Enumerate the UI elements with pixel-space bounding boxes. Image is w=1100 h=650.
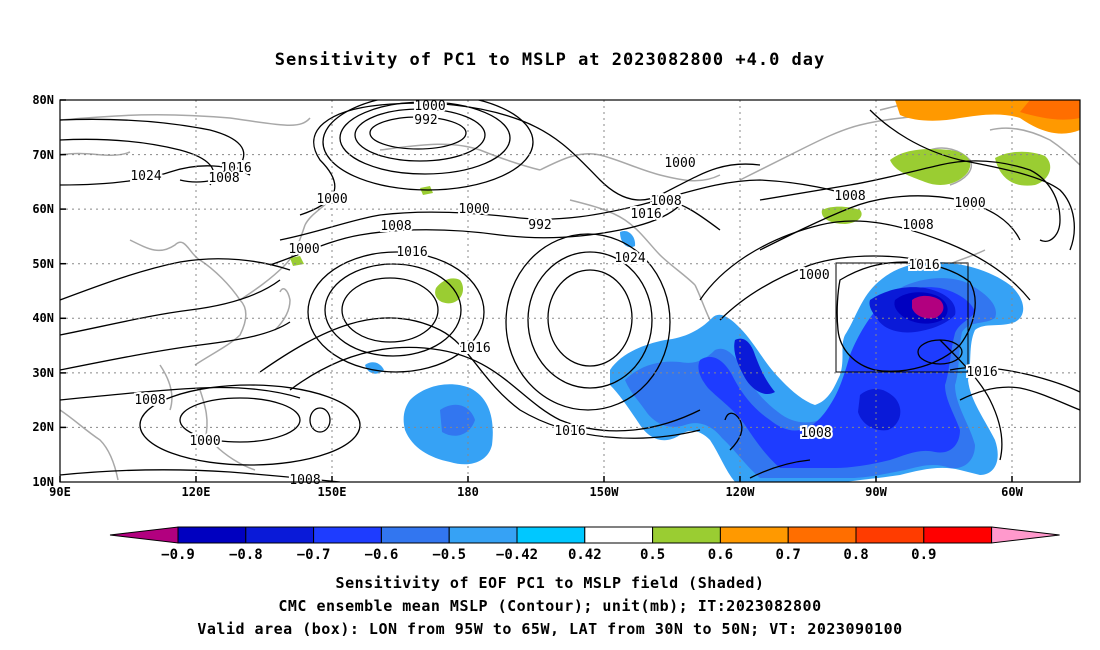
colorbar-label: −0.8	[229, 547, 263, 563]
contour-label: 1016	[396, 245, 427, 260]
contour-label: 1000	[316, 192, 347, 207]
axis-ticks	[59, 99, 1013, 482]
lon-label: 120E	[182, 485, 211, 499]
contour-label: 1008	[380, 219, 411, 234]
colorbar: −0.9 −0.8 −0.7 −0.6 −0.5 −0.42 0.42 0.5 0.6 0.7 0.…	[109, 526, 1060, 563]
contour-label: 1016	[220, 161, 251, 176]
caption-line-2: CMC ensemble mean MSLP (Contour); unit(m…	[278, 597, 822, 615]
lat-label: 30N	[32, 366, 54, 380]
lon-label: 120W	[726, 485, 756, 499]
contour-labels: 1000 992 1000 1016 1024 1008 1000 1000 1…	[128, 97, 999, 490]
colorbar-label: −0.5	[432, 547, 466, 563]
colorbar-label: −0.9	[161, 547, 195, 563]
lat-label: 80N	[32, 93, 54, 107]
contour-label: 1000	[798, 268, 829, 283]
mslp-contours	[60, 100, 1080, 482]
contour-label: 1000	[288, 242, 319, 257]
caption-line-3: Valid area (box): LON from 95W to 65W, L…	[197, 620, 903, 638]
contour-label: 1008	[289, 473, 320, 488]
colorbar-swatch	[448, 526, 518, 544]
colorbar-swatch	[177, 526, 247, 544]
caption-line-1: Sensitivity of EOF PC1 to MSLP field (Sh…	[335, 574, 765, 592]
contour-label: 1008	[902, 218, 933, 233]
lon-label: 90E	[49, 485, 71, 499]
colorbar-swatch	[652, 526, 721, 544]
lat-label: 40N	[32, 311, 54, 325]
colorbar-swatch	[855, 526, 925, 544]
colorbar-swatch	[584, 526, 654, 544]
contour-label: 1008	[800, 426, 831, 441]
colorbar-swatch	[516, 526, 586, 544]
contour-label: 1008	[650, 194, 681, 209]
colorbar-swatch	[380, 526, 450, 544]
latitude-labels: 80N 70N 60N 50N 40N 30N 20N 10N	[32, 93, 54, 489]
contour-label: 1000	[954, 196, 985, 211]
grid-lines	[60, 100, 1080, 482]
colorbar-swatch	[923, 526, 993, 544]
lon-label: 60W	[1001, 485, 1023, 499]
contour-label: 1016	[630, 207, 661, 222]
chart-title: Sensitivity of PC1 to MSLP at 2023082800…	[274, 50, 826, 70]
colorbar-swatch	[719, 526, 789, 544]
contour-label: 1008	[208, 171, 239, 186]
contour-label: 1000	[189, 434, 220, 449]
colorbar-swatch	[787, 526, 857, 544]
contour-label: 992	[414, 113, 437, 128]
longitude-labels: 90E 120E 150E 180 150W 120W 90W 60W	[49, 485, 1023, 499]
colorbar-arrow-high	[991, 526, 1060, 544]
contour-label: 1016	[554, 424, 585, 439]
lon-label: 150W	[590, 485, 620, 499]
valid-area-box	[835, 262, 969, 373]
colorbar-label: 0.8	[843, 547, 868, 563]
lon-label: 180	[457, 485, 479, 499]
plot-frame	[59, 99, 1081, 483]
contour-label: 1016	[966, 365, 997, 380]
contour-label: 1000	[414, 99, 445, 114]
contour-label: 1008	[834, 189, 865, 204]
contour-label: 1016	[908, 258, 939, 273]
lat-label: 20N	[32, 420, 54, 434]
lat-label: 50N	[32, 257, 54, 271]
contour-label: 1016	[459, 341, 490, 356]
lat-label: 70N	[32, 148, 54, 162]
contour-label: 1000	[664, 156, 695, 171]
contour-label: 1000	[458, 202, 489, 217]
colorbar-label: 0.5	[640, 547, 665, 563]
colorbar-label: 0.42	[568, 547, 602, 563]
colorbar-label: 0.6	[708, 547, 733, 563]
colorbar-label: 0.9	[911, 547, 936, 563]
contour-label: 992	[528, 218, 551, 233]
colorbar-swatch	[313, 526, 382, 544]
colorbar-label: −0.7	[297, 547, 331, 563]
contour-label: 1024	[130, 169, 161, 184]
colorbar-arrow-low	[109, 526, 179, 544]
lon-label: 90W	[865, 485, 887, 499]
lat-label: 10N	[32, 475, 54, 489]
colorbar-swatch	[245, 526, 315, 544]
lat-label: 60N	[32, 202, 54, 216]
contour-label: 1008	[134, 393, 165, 408]
colorbar-label: −0.42	[496, 547, 538, 563]
colorbar-label: −0.6	[365, 547, 399, 563]
contour-label: 1024	[614, 251, 645, 266]
colorbar-label: 0.7	[776, 547, 801, 563]
lon-label: 150E	[318, 485, 347, 499]
